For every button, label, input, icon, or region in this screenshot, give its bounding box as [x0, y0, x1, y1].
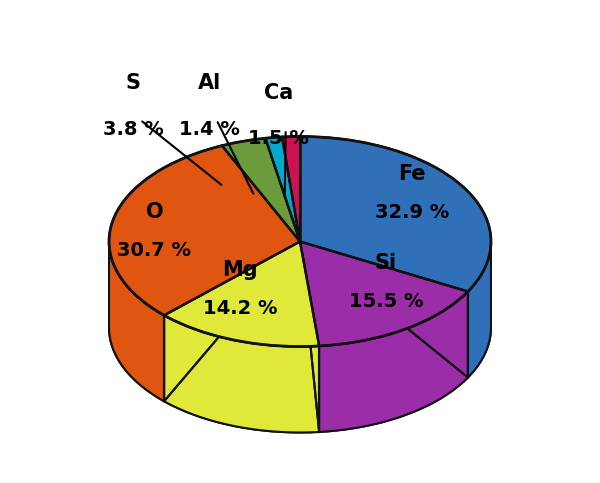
Text: Mg: Mg [223, 260, 258, 280]
Polygon shape [319, 292, 468, 432]
Text: Al: Al [197, 73, 221, 94]
Polygon shape [468, 242, 491, 377]
Text: 14.2 %: 14.2 % [203, 299, 278, 318]
Polygon shape [265, 137, 300, 242]
Polygon shape [300, 242, 468, 346]
Text: 30.7 %: 30.7 % [118, 242, 191, 260]
Text: 32.9 %: 32.9 % [375, 203, 449, 222]
Text: 1.5 %: 1.5 % [248, 129, 309, 148]
Polygon shape [109, 242, 164, 401]
Polygon shape [164, 315, 319, 432]
Text: 3.8 %: 3.8 % [103, 120, 163, 139]
Text: 15.5 %: 15.5 % [349, 292, 423, 311]
Text: Fe: Fe [398, 164, 426, 184]
Text: Si: Si [375, 253, 397, 272]
Text: Ca: Ca [264, 83, 293, 103]
Polygon shape [109, 146, 300, 315]
Polygon shape [300, 137, 491, 292]
Text: S: S [125, 73, 140, 94]
Text: O: O [146, 202, 163, 222]
Polygon shape [222, 138, 300, 242]
Polygon shape [282, 137, 300, 242]
Polygon shape [164, 242, 319, 346]
Ellipse shape [109, 222, 491, 432]
Text: 1.4 %: 1.4 % [179, 120, 240, 139]
